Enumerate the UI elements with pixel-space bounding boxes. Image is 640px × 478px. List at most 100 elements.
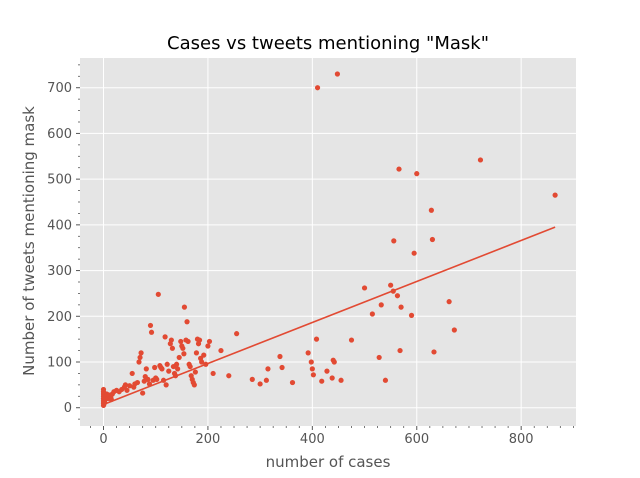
data-point [172, 373, 179, 379]
data-point [477, 157, 484, 163]
data-point [396, 166, 402, 172]
data-point [289, 379, 296, 386]
data-point [129, 370, 135, 377]
data-point [314, 85, 321, 91]
data-point [148, 329, 155, 335]
data-point [310, 372, 316, 378]
data-point [552, 192, 558, 198]
data-point [319, 378, 325, 384]
data-point [361, 285, 368, 291]
data-point [173, 361, 180, 367]
data-point [234, 331, 240, 337]
data-point [193, 350, 200, 356]
data-point [305, 350, 311, 356]
data-point [175, 366, 181, 372]
data-point [376, 354, 382, 361]
data-point [138, 350, 144, 356]
data-point [408, 312, 415, 318]
data-point [265, 366, 271, 372]
data-point [226, 373, 232, 379]
data-point [146, 381, 153, 387]
data-point [191, 382, 197, 388]
data-point [394, 293, 401, 299]
data-point [181, 304, 188, 310]
data-point [127, 383, 133, 389]
data-point [414, 171, 420, 177]
data-point [277, 353, 283, 360]
data-point [185, 338, 191, 345]
tick-labels: 0 200 400 600 800 0 100 200 300 400 500 600 700 [47, 81, 533, 447]
data-point [388, 282, 394, 288]
data-point [313, 336, 320, 342]
chart-title: Cases vs tweets mentioning "Mask" [167, 33, 489, 54]
data-point [249, 376, 255, 382]
y-tick-label: 200 [47, 310, 72, 325]
data-point [210, 370, 216, 377]
data-point [206, 338, 213, 345]
data-point [108, 396, 114, 403]
data-point [348, 337, 355, 343]
data-point [184, 319, 190, 325]
data-point [205, 343, 211, 349]
data-point [137, 354, 143, 361]
data-point [192, 369, 198, 375]
trend-line [103, 226, 556, 406]
data-point [428, 207, 434, 213]
grid [80, 58, 576, 426]
data-point [331, 359, 337, 365]
data-point [134, 379, 141, 386]
data-point [145, 376, 151, 382]
data-point [164, 361, 170, 367]
data-point [308, 359, 314, 365]
data-point [334, 71, 340, 77]
y-tick-label: 0 [64, 401, 72, 416]
data-point [324, 368, 330, 374]
y-tick-label: 500 [47, 173, 72, 188]
data-point [431, 349, 437, 355]
data-points [100, 71, 558, 409]
data-point [143, 366, 149, 372]
y-tick-label: 600 [47, 127, 72, 142]
data-point [199, 359, 205, 365]
data-point [391, 238, 397, 244]
x-axis-label: number of cases [266, 453, 391, 471]
data-point [155, 291, 161, 297]
y-tick-label: 100 [47, 356, 72, 371]
y-axis-label: Number of tweets mentioning mask [20, 106, 38, 376]
data-point [140, 390, 146, 396]
minor-ticks [76, 64, 574, 430]
data-point [162, 334, 168, 340]
data-point [398, 304, 404, 310]
x-tick-label: 200 [196, 432, 221, 447]
data-point [411, 250, 417, 256]
data-point [124, 387, 130, 393]
data-point [279, 364, 285, 371]
data-point [382, 377, 389, 383]
x-tick-label: 400 [300, 432, 325, 447]
data-point [329, 375, 335, 381]
data-point [168, 337, 174, 343]
x-tick-label: 600 [404, 432, 429, 447]
data-point [451, 327, 457, 333]
data-point [180, 345, 186, 351]
data-point [218, 347, 224, 354]
data-point [257, 381, 263, 387]
data-point [178, 338, 184, 345]
data-point [203, 361, 209, 367]
data-point [338, 377, 344, 383]
data-point [309, 366, 315, 372]
data-point [136, 359, 142, 365]
y-tick-label: 400 [47, 218, 72, 233]
x-tick-label: 0 [99, 432, 107, 447]
data-point [147, 322, 154, 329]
data-point [176, 354, 182, 361]
data-point [263, 377, 269, 383]
x-tick-label: 800 [509, 432, 534, 447]
y-tick-label: 700 [47, 81, 72, 96]
y-tick-label: 300 [47, 264, 72, 279]
data-point [397, 347, 403, 354]
data-point [122, 382, 129, 388]
data-point [201, 352, 207, 358]
data-point [378, 302, 384, 308]
